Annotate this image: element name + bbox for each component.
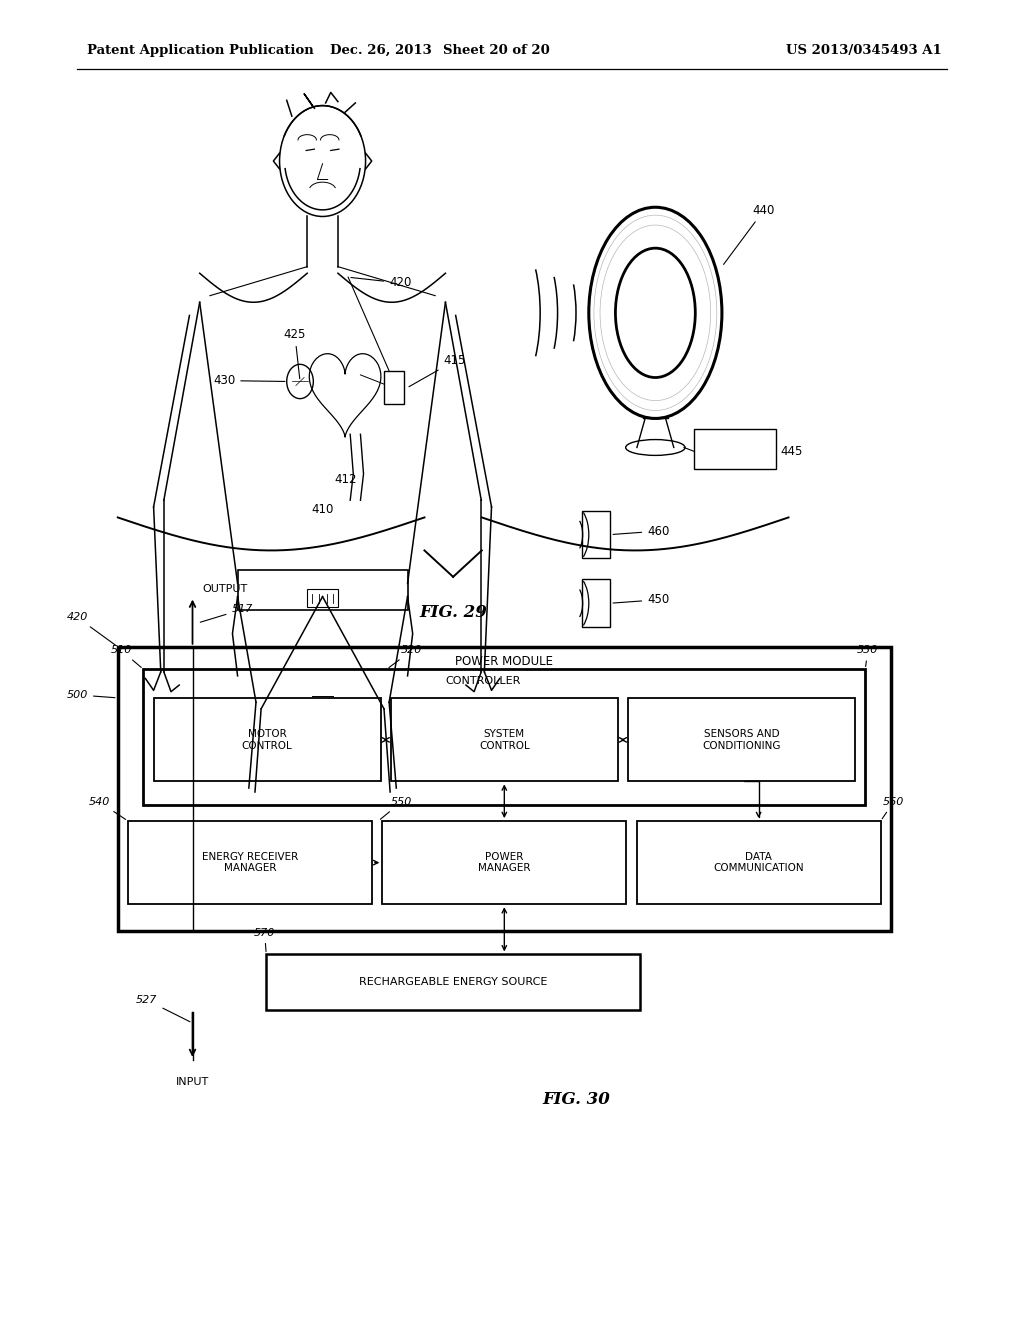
- Text: Patent Application Publication: Patent Application Publication: [87, 44, 313, 57]
- Text: 412: 412: [335, 473, 357, 486]
- Text: US 2013/0345493 A1: US 2013/0345493 A1: [786, 44, 942, 57]
- Text: 430: 430: [213, 374, 285, 387]
- Text: 550: 550: [380, 797, 412, 820]
- Text: MOTOR
CONTROL: MOTOR CONTROL: [242, 729, 293, 751]
- Text: 420: 420: [67, 612, 116, 645]
- Text: SENSORS AND
CONDITIONING: SENSORS AND CONDITIONING: [702, 729, 780, 751]
- Text: 450: 450: [613, 593, 670, 606]
- Text: 420: 420: [351, 276, 412, 289]
- Text: FIG. 30: FIG. 30: [542, 1092, 610, 1107]
- Text: POWER MODULE: POWER MODULE: [456, 655, 553, 668]
- Text: Dec. 26, 2013  Sheet 20 of 20: Dec. 26, 2013 Sheet 20 of 20: [331, 44, 550, 57]
- Text: 440: 440: [724, 203, 775, 264]
- Text: 517: 517: [201, 605, 253, 622]
- Text: 527: 527: [136, 995, 190, 1022]
- Text: 560: 560: [883, 797, 904, 818]
- Text: 530: 530: [857, 645, 879, 667]
- Text: POWER
MANAGER: POWER MANAGER: [478, 851, 530, 874]
- Text: RECHARGEABLE ENERGY SOURCE: RECHARGEABLE ENERGY SOURCE: [359, 977, 547, 987]
- Text: 460: 460: [613, 524, 670, 537]
- Text: 500: 500: [67, 690, 115, 700]
- Text: INPUT: INPUT: [176, 1077, 209, 1088]
- Text: 540: 540: [89, 797, 126, 820]
- Text: 410: 410: [311, 503, 334, 516]
- Text: SYSTEM
CONTROL: SYSTEM CONTROL: [479, 729, 529, 751]
- Text: 415: 415: [409, 354, 466, 387]
- Text: OUTPUT: OUTPUT: [203, 583, 248, 594]
- Text: ENERGY RECEIVER
MANAGER: ENERGY RECEIVER MANAGER: [202, 851, 298, 874]
- Text: FIG. 29: FIG. 29: [419, 605, 487, 620]
- Text: 510: 510: [111, 645, 141, 668]
- Text: 570: 570: [254, 928, 275, 952]
- Text: CONTROLLER: CONTROLLER: [445, 676, 520, 686]
- Text: 520: 520: [389, 645, 423, 668]
- Text: 445: 445: [780, 445, 803, 458]
- Text: 425: 425: [284, 327, 306, 379]
- Text: DATA
COMMUNICATION: DATA COMMUNICATION: [714, 851, 804, 874]
